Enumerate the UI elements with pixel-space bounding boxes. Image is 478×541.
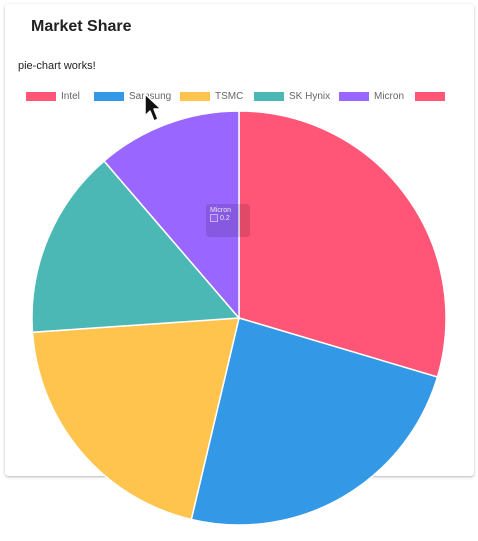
tooltip-body: 0.2	[210, 214, 246, 222]
legend-label-micron: Micron	[374, 90, 405, 102]
tooltip-value: 0.2	[220, 214, 230, 222]
legend-item-tsmc[interactable]: TSMC	[180, 86, 243, 106]
pie-slice-sk-hynix[interactable]	[31, 159, 241, 334]
legend-swatch-extra	[415, 91, 445, 101]
legend-item-samsung[interactable]: Samsung	[94, 86, 171, 106]
card-title: Market Share	[31, 18, 132, 35]
pie-slice-tsmc[interactable]	[31, 317, 240, 521]
mouse-cursor-icon	[144, 93, 162, 122]
legend-swatch-sk-hynix	[254, 91, 284, 101]
pie-slice-micron[interactable]	[103, 110, 240, 321]
legend-swatch-micron	[339, 91, 369, 101]
legend-item-sk-hynix[interactable]: SK Hynix	[254, 86, 330, 106]
pie-slice-intel[interactable]	[238, 110, 447, 378]
legend-item-extra[interactable]	[415, 86, 450, 106]
legend-item-micron[interactable]: Micron	[339, 86, 404, 106]
chart-legend: Intel Samsung TSMC SK Hynix Micron	[26, 86, 456, 106]
tooltip-label: Micron	[210, 207, 232, 214]
legend-label-intel: Intel	[61, 90, 80, 102]
legend-label-sk-hynix: SK Hynix	[289, 90, 331, 102]
chart-tooltip: Micron 0.2	[206, 204, 250, 237]
legend-item-intel[interactable]: Intel	[26, 86, 80, 106]
legend-swatch-intel	[26, 91, 56, 101]
legend-swatch-samsung	[94, 91, 124, 101]
pie-slice-samsung[interactable]	[190, 317, 439, 526]
status-text: pie-chart works!	[18, 60, 96, 72]
tooltip-swatch	[210, 214, 218, 222]
legend-label-samsung: Samsung	[129, 90, 172, 102]
legend-label-tsmc: TSMC	[215, 90, 244, 102]
legend-swatch-tsmc	[180, 91, 210, 101]
